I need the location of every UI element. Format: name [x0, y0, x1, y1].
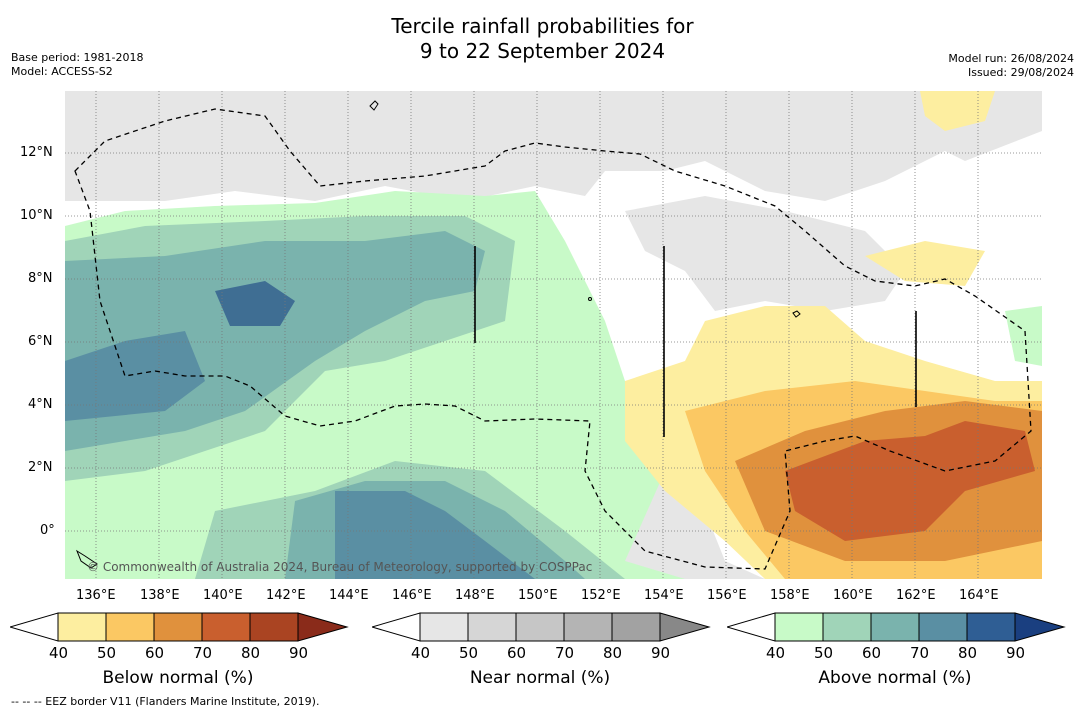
model-name: Model: ACCESS-S2 [11, 65, 113, 78]
lat-tick-8n: 8°N [28, 271, 53, 286]
lon-tick-154: 154°E [644, 588, 684, 603]
above-normal-70 [65, 331, 205, 421]
lon-tick-142: 142°E [266, 588, 306, 603]
below-normal-north [920, 91, 995, 131]
cb-above-label-40: 40 [766, 644, 786, 662]
meta-right: Model run: 26/08/2024 Issued: 29/08/2024 [948, 52, 1074, 80]
lon-tick-140: 140°E [203, 588, 243, 603]
cb-near-label-50: 50 [459, 644, 479, 662]
colorbar-below-normal [10, 612, 349, 642]
cb-below-60 [153, 612, 203, 642]
cb-above-40 [774, 612, 824, 642]
cb-near-over [659, 612, 711, 642]
cb-below-40 [57, 612, 107, 642]
below-normal-mid [865, 241, 985, 286]
above-normal-70-south [335, 491, 535, 579]
cb-below-label-40: 40 [49, 644, 69, 662]
cb-near-label-60: 60 [507, 644, 527, 662]
cb-above-over [1014, 612, 1066, 642]
lon-tick-158: 158°E [770, 588, 810, 603]
lat-tick-4n: 4°N [28, 397, 53, 412]
cb-near-60 [515, 612, 565, 642]
cb-above-label-90: 90 [1006, 644, 1026, 662]
lon-tick-156: 156°E [707, 588, 747, 603]
cb-near-40 [419, 612, 469, 642]
cb-above-60 [870, 612, 920, 642]
cb-above-80 [966, 612, 1016, 642]
eez-footnote: -- -- -- EEZ border V11 (Flanders Marine… [11, 695, 320, 708]
cb-above-title: Above normal (%) [818, 668, 972, 688]
cb-near-label-70: 70 [555, 644, 575, 662]
issued-date: Issued: 29/08/2024 [967, 66, 1074, 79]
lat-tick-0: 0° [40, 523, 55, 538]
cb-below-under [10, 612, 59, 642]
cb-near-label-90: 90 [651, 644, 671, 662]
cb-below-label-70: 70 [193, 644, 213, 662]
copyright-notice: © Commonwealth of Australia 2024, Bureau… [87, 560, 592, 574]
cb-below-label-50: 50 [97, 644, 117, 662]
cb-above-label-50: 50 [814, 644, 834, 662]
cb-below-over [297, 612, 349, 642]
rainfall-map: © Commonwealth of Australia 2024, Bureau… [65, 91, 1042, 579]
cb-above-label-80: 80 [958, 644, 978, 662]
cb-below-label-80: 80 [241, 644, 261, 662]
cb-below-label-60: 60 [145, 644, 165, 662]
lon-tick-162: 162°E [896, 588, 936, 603]
colorbar-above-normal [727, 612, 1066, 642]
cb-below-50 [105, 612, 155, 642]
lon-tick-148: 148°E [455, 588, 495, 603]
map-title: Tercile rainfall probabilities for 9 to … [0, 14, 1085, 64]
lat-tick-2n: 2°N [28, 460, 53, 475]
lon-tick-152: 152°E [581, 588, 621, 603]
cb-below-label-90: 90 [289, 644, 309, 662]
cb-near-80 [611, 612, 661, 642]
cb-near-70 [563, 612, 613, 642]
below-normal-70 [785, 421, 1035, 541]
cb-above-label-60: 60 [862, 644, 882, 662]
lon-tick-146: 146°E [392, 588, 432, 603]
islands [75, 100, 801, 569]
cb-near-50 [467, 612, 517, 642]
cb-above-under [727, 612, 776, 642]
base-period: Base period: 1981-2018 [11, 51, 144, 64]
model-run: Model run: 26/08/2024 [948, 52, 1074, 65]
lon-tick-138: 138°E [140, 588, 180, 603]
lon-tick-150: 150°E [518, 588, 558, 603]
cb-above-50 [822, 612, 872, 642]
cb-near-label-80: 80 [603, 644, 623, 662]
colorbar-near-normal [372, 612, 711, 642]
cb-below-80 [249, 612, 299, 642]
cb-above-70 [918, 612, 968, 642]
lon-tick-164: 164°E [959, 588, 999, 603]
title-line-1: Tercile rainfall probabilities for [391, 14, 694, 38]
near-normal-center [625, 196, 905, 311]
gridlines [65, 91, 1042, 579]
cb-near-title: Near normal (%) [469, 668, 611, 688]
lon-tick-144: 144°E [329, 588, 369, 603]
lat-tick-6n: 6°N [28, 334, 53, 349]
title-line-2: 9 to 22 September 2024 [419, 39, 666, 63]
cb-below-title: Below normal (%) [102, 668, 254, 688]
boundary-lines [474, 246, 917, 437]
above-normal-east [1005, 306, 1042, 366]
eez-border [74, 108, 1032, 570]
lat-tick-12n: 12°N [20, 145, 53, 160]
cb-above-label-70: 70 [910, 644, 930, 662]
meta-left: Base period: 1981-2018 Model: ACCESS-S2 [11, 51, 143, 79]
lon-tick-160: 160°E [833, 588, 873, 603]
lon-tick-136: 136°E [76, 588, 116, 603]
cb-near-label-40: 40 [411, 644, 431, 662]
cb-near-under [372, 612, 421, 642]
lat-tick-10n: 10°N [20, 208, 53, 223]
cb-below-70 [201, 612, 251, 642]
above-normal-70-b [215, 281, 295, 326]
